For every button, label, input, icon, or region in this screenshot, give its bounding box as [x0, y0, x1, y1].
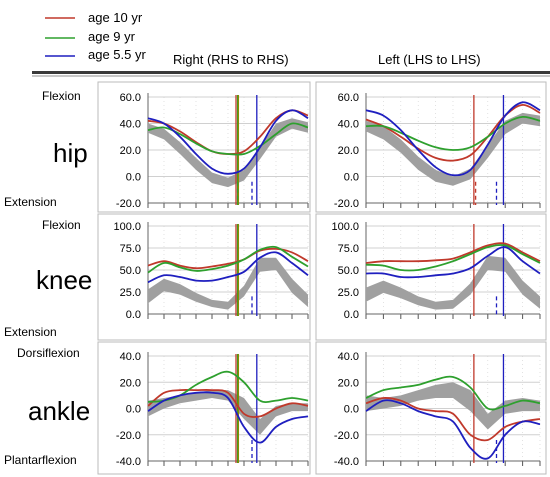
panel-ankle-left: -40.0 -20.0 0.0 20.0 40.0 [334, 351, 541, 468]
series-line-knee-left-1 [365, 244, 541, 272]
y-tick-label-hip-right: 60.0 [120, 92, 141, 104]
y-tick-label-knee-right: 0.0 [126, 309, 141, 321]
y-tick-label-hip-right: 40.0 [120, 119, 141, 131]
y-tick-label-hip-left: 0.0 [344, 172, 359, 184]
panel-frame-ankle-right [97, 341, 311, 475]
series-line-knee-left-0 [365, 242, 541, 264]
row-hip-joint-label: hip [53, 138, 88, 168]
legend-label-age-5-5: age 5.5 yr [88, 47, 146, 62]
y-tick-label-ankle-right: -20.0 [116, 430, 141, 442]
series-line-hip-right-2 [147, 109, 309, 175]
row-ankle-joint-label: ankle [28, 396, 90, 426]
y-tick-label-knee-right: 100.0 [113, 221, 141, 233]
y-tick-label-knee-left: 25.0 [338, 287, 359, 299]
series-line-hip-left-1 [365, 115, 541, 151]
normal-band-ankle-left [366, 382, 540, 430]
y-tick-label-hip-left: 20.0 [338, 145, 359, 157]
header-rule-shadow [32, 75, 550, 77]
series-line-knee-right-1 [147, 245, 309, 274]
y-tick-label-ankle-left: -20.0 [334, 430, 359, 442]
normal-band-hip-left [366, 112, 540, 186]
row-knee-top-label: Flexion [42, 218, 81, 232]
y-tick-label-hip-right: 0.0 [126, 172, 141, 184]
legend-label-age-10: age 10 yr [88, 10, 143, 25]
column-title-right: Right (RHS to RHS) [173, 52, 289, 67]
legend: age 10 yr age 9 yr age 5.5 yr [45, 10, 146, 62]
y-tick-label-hip-left: -20.0 [334, 198, 359, 210]
y-tick-label-knee-right: 75.0 [120, 243, 141, 255]
series-line-knee-right-2 [147, 251, 309, 284]
panel-frame-knee-right [97, 213, 311, 341]
header-rule [32, 71, 550, 74]
normal-band-knee-right [148, 257, 308, 310]
normal-band-knee-left [366, 255, 540, 310]
series-line-ankle-left-2 [365, 399, 541, 460]
panel-knee-left: 0.0 25.0 50.0 75.0 100.0 [331, 221, 541, 321]
y-tick-label-hip-left: 40.0 [338, 119, 359, 131]
legend-label-age-9: age 9 yr [88, 29, 136, 44]
series-line-ankle-left-0 [365, 397, 541, 442]
panel-hip-right: -20.0 0.0 20.0 40.0 60.0 [116, 92, 309, 210]
y-tick-label-ankle-left: -40.0 [334, 456, 359, 468]
panel-ankle-right: -40.0 -20.0 0.0 20.0 40.0 [116, 351, 309, 468]
y-tick-label-hip-right: 20.0 [120, 145, 141, 157]
row-knee-bottom-label: Extension [4, 325, 57, 339]
panel-frame-knee-left [315, 213, 547, 341]
y-tick-label-ankle-right: 0.0 [126, 404, 141, 416]
row-ankle-bottom-label: Plantarflexion [4, 453, 77, 467]
row-ankle-top-label: Dorsiflexion [17, 346, 80, 360]
y-tick-label-knee-left: 0.0 [344, 309, 359, 321]
row-hip-top-label: Flexion [42, 89, 81, 103]
panel-frame-hip-right [97, 81, 311, 213]
series-line-hip-left-2 [365, 101, 541, 177]
series-line-ankle-right-2 [147, 391, 309, 444]
panel-hip-left: -20.0 0.0 20.0 40.0 60.0 [334, 92, 541, 210]
y-tick-label-ankle-right: 20.0 [120, 377, 141, 389]
y-tick-label-knee-right: 50.0 [120, 265, 141, 277]
series-line-knee-left-2 [365, 246, 541, 279]
row-hip-bottom-label: Extension [4, 195, 57, 209]
panel-frame-ankle-left [315, 341, 547, 475]
series-line-ankle-left-1 [365, 375, 541, 411]
y-tick-label-ankle-right: -40.0 [116, 456, 141, 468]
y-tick-label-knee-right: 25.0 [120, 287, 141, 299]
y-tick-label-knee-left: 50.0 [338, 265, 359, 277]
normal-band-hip-right [148, 118, 308, 188]
y-tick-label-hip-left: 60.0 [338, 92, 359, 104]
row-knee-joint-label: knee [36, 265, 92, 295]
series-line-ankle-right-0 [147, 389, 309, 418]
y-tick-label-knee-left: 100.0 [331, 221, 359, 233]
y-tick-label-knee-left: 75.0 [338, 243, 359, 255]
y-tick-label-hip-right: -20.0 [116, 198, 141, 210]
panel-knee-right: 0.0 25.0 50.0 75.0 100.0 [113, 221, 309, 321]
normal-band-ankle-right [148, 390, 308, 435]
y-tick-label-ankle-left: 0.0 [344, 404, 359, 416]
y-tick-label-ankle-left: 20.0 [338, 377, 359, 389]
panel-frame-hip-left [315, 81, 547, 213]
y-tick-label-ankle-right: 40.0 [120, 351, 141, 363]
column-title-left: Left (LHS to LHS) [378, 52, 481, 67]
y-tick-label-ankle-left: 40.0 [338, 351, 359, 363]
